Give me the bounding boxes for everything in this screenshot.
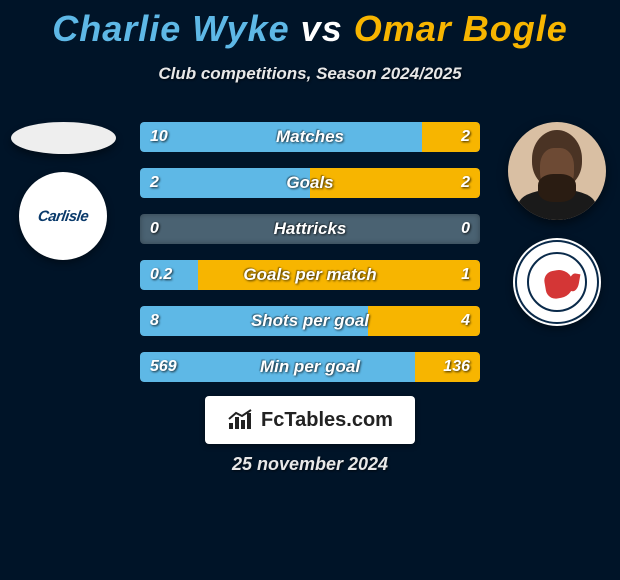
player2-name: Omar Bogle xyxy=(354,8,568,49)
comparison-title: Charlie Wyke vs Omar Bogle xyxy=(0,0,620,50)
stat-row: 22Goals xyxy=(140,168,480,198)
brand-box: FcTables.com xyxy=(205,396,415,444)
date-text: 25 november 2024 xyxy=(0,454,620,475)
player1-name: Charlie Wyke xyxy=(52,8,289,49)
player1-avatar xyxy=(11,122,116,154)
player1-club-badge: Carlisle xyxy=(19,172,107,260)
stat-label: Shots per goal xyxy=(140,306,480,336)
stat-bars-container: 102Matches 22Goals 00Hattricks 0.21Goals pe… xyxy=(140,122,480,398)
stat-row: 00Hattricks xyxy=(140,214,480,244)
stat-label: Goals xyxy=(140,168,480,198)
left-column: Carlisle xyxy=(8,122,118,260)
stat-row: 102Matches xyxy=(140,122,480,152)
stat-label: Hattricks xyxy=(140,214,480,244)
vs-text: vs xyxy=(301,8,343,49)
stat-row: 0.21Goals per match xyxy=(140,260,480,290)
right-column xyxy=(502,122,612,326)
stat-label: Goals per match xyxy=(140,260,480,290)
brand-chart-icon xyxy=(227,409,255,431)
club1-name: Carlisle xyxy=(37,208,90,225)
stat-row: 569136Min per goal xyxy=(140,352,480,382)
stat-row: 84Shots per goal xyxy=(140,306,480,336)
player2-avatar xyxy=(508,122,606,220)
stat-label: Min per goal xyxy=(140,352,480,382)
subtitle: Club competitions, Season 2024/2025 xyxy=(0,64,620,84)
stat-label: Matches xyxy=(140,122,480,152)
brand-text: FcTables.com xyxy=(261,409,393,432)
player2-club-badge xyxy=(513,238,601,326)
